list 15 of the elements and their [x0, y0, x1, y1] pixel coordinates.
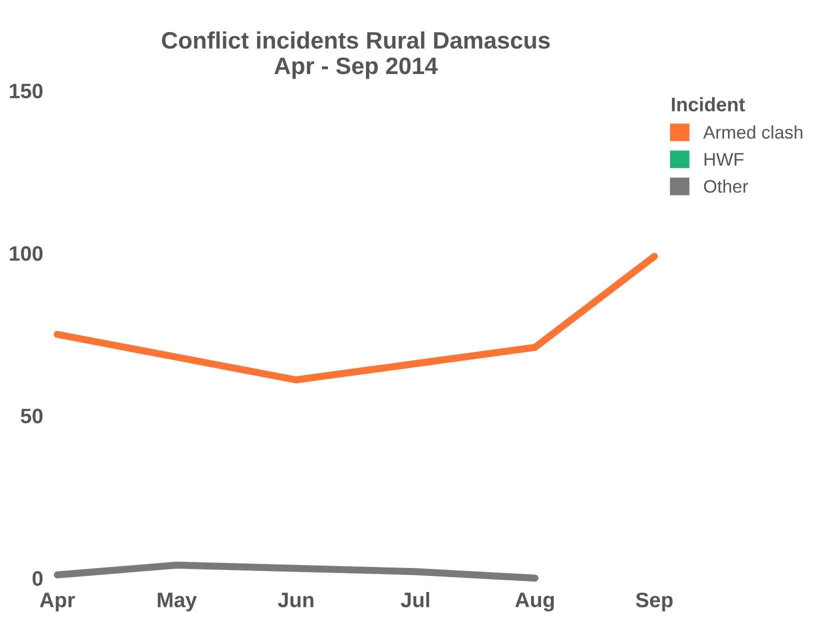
- x-tick-label: Sep: [636, 592, 673, 612]
- y-tick-label: 150: [10, 84, 43, 98]
- y-tick-label: 0: [32, 571, 43, 586]
- legend-label: Other: [704, 180, 748, 193]
- x-tick-label: May: [158, 592, 197, 612]
- y-tick-label: 100: [10, 246, 43, 261]
- legend-title: Incident: [672, 97, 745, 112]
- x-tick-label: Jun: [278, 592, 314, 608]
- x-tick-label: Apr: [40, 592, 75, 612]
- legend-label: HWF: [704, 153, 744, 166]
- x-tick-label: Aug: [515, 592, 554, 612]
- chart-title: Conflict incidents Rural Damascus Apr - Sep 2014: [162, 31, 550, 79]
- legend-label: Armed clash: [703, 125, 802, 139]
- x-tick-label: Jul: [400, 592, 430, 608]
- y-tick-label: 50: [20, 408, 43, 424]
